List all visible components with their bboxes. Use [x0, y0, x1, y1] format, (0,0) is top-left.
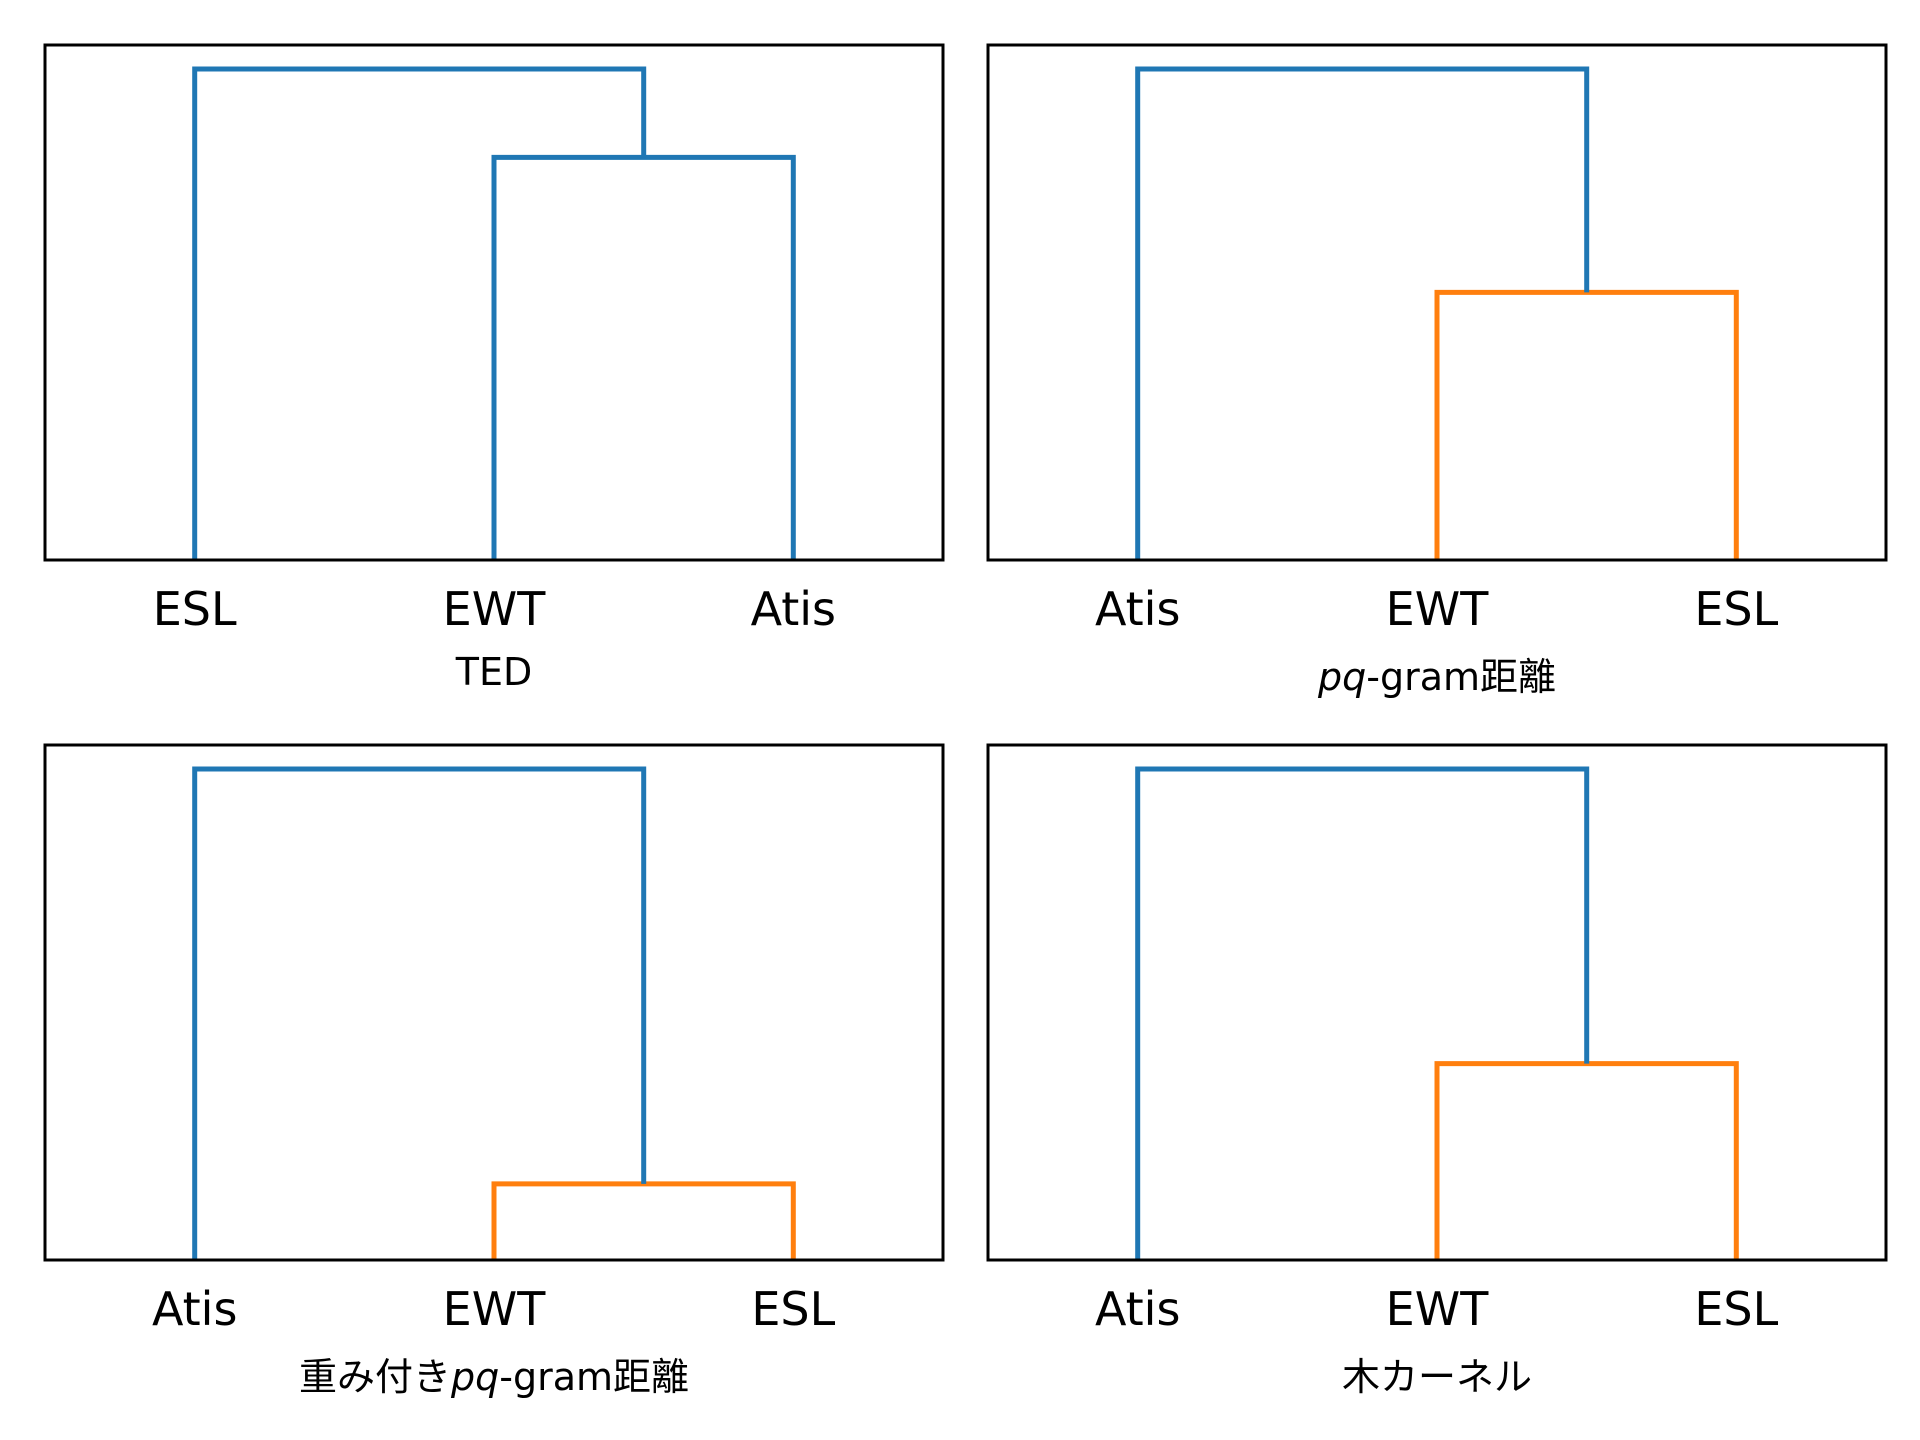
caption-part: TED — [455, 650, 532, 694]
dendrogram-link-1 — [1434, 289, 1739, 560]
panel-caption: 重み付きpq-gram距離 — [299, 1355, 689, 1399]
dendrogram-link-2 — [192, 766, 647, 1260]
dendrogram-link-2 — [1135, 66, 1590, 560]
leaf-label: EWT — [1386, 1282, 1490, 1336]
caption-part: -gram距離 — [499, 1355, 689, 1399]
panel-caption: 木カーネル — [1342, 1355, 1532, 1399]
dendrogram-panel-3: Atis EWT ESL 重み付きpq-gram距離 — [43, 743, 945, 1399]
dendrogram-link-1 — [491, 1181, 796, 1260]
dendrogram-panel-1: ESL EWT Atis TED — [43, 43, 945, 694]
leaf-label: ESL — [1694, 1282, 1778, 1336]
leaf-label: EWT — [1386, 582, 1490, 636]
caption-part: 木カーネル — [1342, 1355, 1532, 1399]
plot-frame — [43, 743, 945, 1262]
panel-caption: TED — [455, 650, 532, 694]
dendrogram-link-2 — [1135, 766, 1590, 1260]
leaf-label: EWT — [443, 1282, 547, 1336]
plot-frame — [43, 43, 945, 562]
caption-part: pq — [450, 1355, 499, 1399]
leaf-label: EWT — [443, 582, 547, 636]
plot-frame — [986, 43, 1888, 562]
caption-part: pq — [1317, 655, 1366, 699]
dendrogram-panel-4: Atis EWT ESL 木カーネル — [986, 743, 1888, 1399]
dendrogram-link-2 — [192, 66, 647, 560]
plot-frame — [986, 743, 1888, 1262]
leaf-label: ESL — [1694, 582, 1778, 636]
dendrogram-panel-2: Atis EWT ESL pq-gram距離 — [986, 43, 1888, 699]
leaf-label: Atis — [1095, 582, 1180, 636]
leaf-label: ESL — [153, 582, 237, 636]
leaf-label: Atis — [1095, 1282, 1180, 1336]
leaf-label: Atis — [751, 582, 836, 636]
dendrogram-link-1 — [491, 154, 796, 560]
dendrogram-link-1 — [1434, 1061, 1739, 1260]
caption-part: 重み付き — [299, 1355, 451, 1399]
leaf-label: Atis — [152, 1282, 237, 1336]
caption-part: -gram距離 — [1366, 655, 1556, 699]
panel-caption: pq-gram距離 — [1317, 655, 1556, 699]
leaf-label: ESL — [751, 1282, 835, 1336]
